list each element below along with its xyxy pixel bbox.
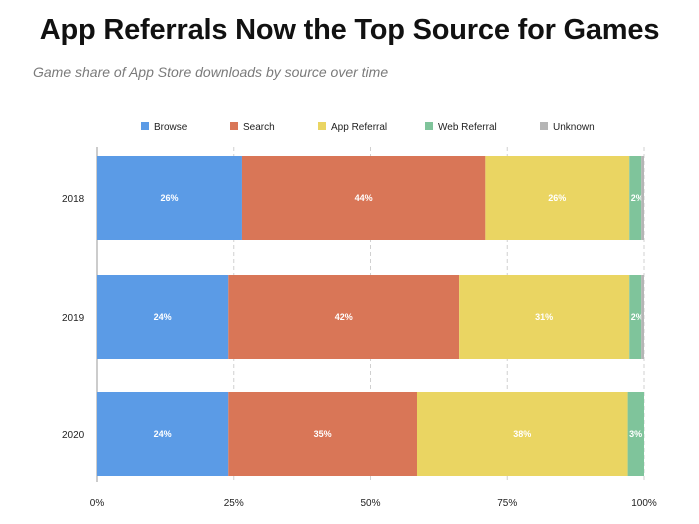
x-tick-25: 25%: [224, 498, 244, 509]
legend-swatch-web-referral: [425, 122, 433, 130]
y-tick-2020: 2020: [62, 430, 85, 441]
legend-label-browse: Browse: [154, 122, 188, 133]
legend-swatch-app-referral: [318, 122, 326, 130]
legend-label-unknown: Unknown: [553, 122, 595, 133]
bar-2020-app-referral: [416, 392, 628, 476]
bar-2018-unknown: [641, 156, 644, 240]
bar-2020-web-referral: [627, 392, 644, 476]
bar-2020-browse: [97, 392, 229, 476]
legend-label-web-referral: Web Referral: [438, 122, 497, 133]
bar-label-2018-browse: 26%: [160, 193, 178, 203]
bar-label-2018-search: 44%: [355, 193, 373, 203]
bar-2019-search: [228, 275, 460, 359]
bar-2020-search: [228, 392, 417, 476]
bars-group: 26% 44% 26% 2% 24% 42% 31% 2% 24% 35% 38% 3%: [97, 156, 644, 476]
legend-label-search: Search: [243, 122, 275, 133]
bar-2019-web-referral: [629, 275, 642, 359]
bar-2018-app-referral: [485, 156, 630, 240]
bar-label-2020-app-referral: 38%: [513, 429, 531, 439]
x-tick-75: 75%: [497, 498, 517, 509]
bar-2019-browse: [97, 275, 229, 359]
legend-swatch-search: [230, 122, 238, 130]
legend: Browse Search App Referral Web Referral Unkn…: [141, 122, 595, 133]
y-tick-2019: 2019: [62, 313, 85, 324]
bar-label-2019-web-referral: 2%: [631, 312, 644, 322]
legend-swatch-unknown: [540, 122, 548, 130]
bar-label-2018-web-referral: 2%: [631, 193, 644, 203]
bar-2018-web-referral: [629, 156, 642, 240]
legend-label-app-referral: App Referral: [331, 122, 387, 133]
bar-label-2019-app-referral: 31%: [535, 312, 553, 322]
bar-label-2020-browse: 24%: [154, 429, 172, 439]
bar-2018-browse: [97, 156, 242, 240]
bar-2019-unknown: [641, 275, 644, 359]
x-tick-100: 100%: [631, 498, 657, 509]
bar-2018-search: [241, 156, 486, 240]
bar-label-2018-app-referral: 26%: [548, 193, 566, 203]
chart-subtitle: Game share of App Store downloads by sou…: [33, 64, 389, 80]
x-tick-50: 50%: [360, 498, 380, 509]
bar-label-2020-search: 35%: [314, 429, 332, 439]
x-axis: 0% 25% 50% 75% 100%: [90, 498, 657, 509]
y-tick-2018: 2018: [62, 194, 85, 205]
chart-title: App Referrals Now the Top Source for Gam…: [39, 14, 660, 46]
bar-label-2019-browse: 24%: [154, 312, 172, 322]
y-axis: 2018 2019 2020: [62, 194, 85, 441]
bar-label-2019-search: 42%: [335, 312, 353, 322]
bar-label-2020-web-referral: 3%: [629, 429, 642, 439]
legend-swatch-browse: [141, 122, 149, 130]
bar-2019-app-referral: [459, 275, 630, 359]
x-tick-0: 0%: [90, 498, 105, 509]
